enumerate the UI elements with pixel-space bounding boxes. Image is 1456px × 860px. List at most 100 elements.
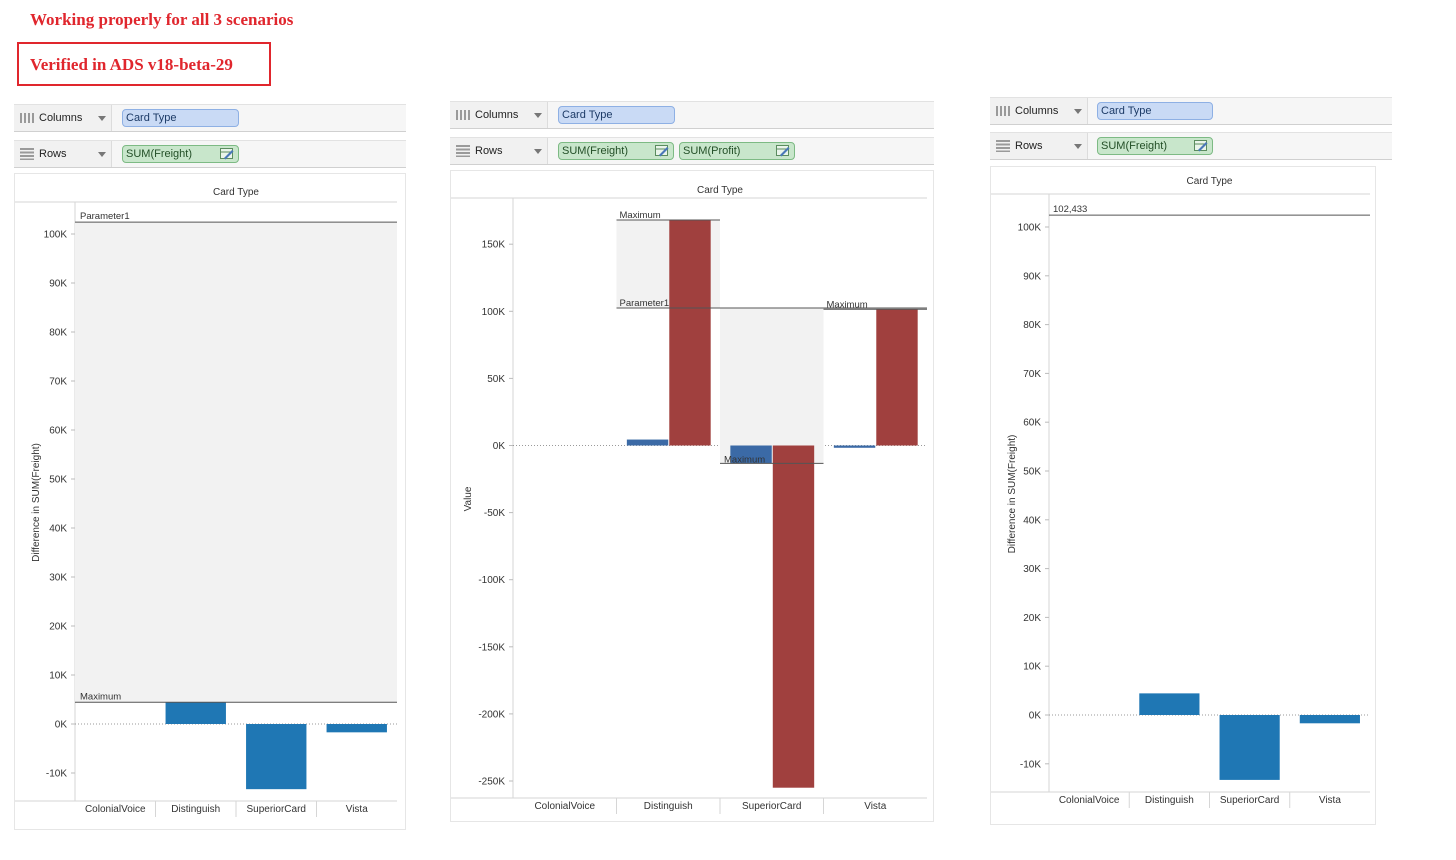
bar [246,724,307,790]
y-tick-label: 70K [1023,369,1041,380]
columns-shelf-label: Columns [450,102,548,128]
chevron-down-icon[interactable] [98,152,106,157]
category-label: Distinguish [644,801,693,812]
y-tick-label: 100K [44,230,68,241]
bar [669,220,711,446]
bar [1219,715,1280,780]
y-axis-label: Difference in SUM(Freight) [1007,435,1018,554]
pill-label: SUM(Freight) [562,145,629,157]
columns-icon [996,106,1010,116]
pill-sum-freight[interactable]: SUM(Freight) [122,145,239,163]
y-tick-label: 60K [49,426,67,437]
y-tick-label: -250K [478,777,505,788]
bar [876,309,918,446]
y-tick-label: 40K [49,524,67,535]
rows-shelf[interactable]: Rows SUM(Freight) [990,132,1392,160]
y-tick-label: 10K [49,671,67,682]
y-tick-label: -50K [484,508,505,519]
y-tick-label: 20K [49,622,67,633]
pill-label: SUM(Freight) [1101,140,1168,152]
reference-line-label: Parameter1 [620,298,670,309]
y-axis-label: Value [463,486,474,511]
y-tick-label: -100K [478,575,505,586]
chevron-down-icon[interactable] [1074,109,1082,114]
y-axis-label: Difference in SUM(Freight) [31,443,42,562]
rows-label: Rows [39,148,67,160]
chart-svg: Card Type Difference in SUM(Freight) -10K 0… [15,187,397,817]
rows-shelf[interactable]: Rows SUM(Freight) [14,140,406,168]
rows-label: Rows [475,145,503,157]
chart-title: Card Type [697,185,743,196]
rows-label: Rows [1015,140,1043,152]
y-tick-label: 90K [1023,271,1041,282]
y-tick-label: -200K [478,709,505,720]
y-tick-label: 0K [55,720,68,731]
pill-card-type[interactable]: Card Type [122,109,239,127]
rows-shelf-label: Rows [14,141,112,167]
columns-icon [20,113,34,123]
table-calc-icon [655,145,669,157]
category-label: Vista [864,801,886,812]
bar [772,445,815,788]
y-tick-label: 70K [49,377,67,388]
columns-shelf[interactable]: Columns Card Type [450,101,934,129]
chart-area: Card Type Value -250K -200K -150K -100K -50K 0K… [450,170,934,822]
columns-shelf[interactable]: Columns Card Type [14,104,406,132]
bar [326,724,387,733]
viz-panel-3: Columns Card Type Rows SUM(Freight) Card… [990,97,1392,825]
chart-svg: Card Type Value -250K -200K -150K -100K -50K 0K… [451,185,927,814]
rows-shelf[interactable]: Rows SUM(Freight) SUM(Profit) [450,137,934,165]
pill-card-type[interactable]: Card Type [1097,102,1213,120]
category-label: Distinguish [1145,795,1194,806]
category-label: ColonialVoice [85,804,146,815]
reference-band [720,308,824,464]
viz-panel-1: Columns Card Type Rows SUM(Freight) Card… [14,103,406,830]
rows-shelf-label: Rows [450,138,548,164]
category-label: Vista [346,804,368,815]
bar [1139,693,1200,715]
page-title: Working properly for all 3 scenarios [30,10,294,29]
y-tick-label: -10K [1020,759,1041,770]
rows-shelf-label: Rows [990,133,1088,159]
chart-area: Card Type Difference in SUM(Freight) -10K 0… [990,166,1376,825]
columns-icon [456,110,470,120]
columns-shelf-label: Columns [990,98,1088,124]
pill-sum-freight[interactable]: SUM(Freight) [1097,137,1213,155]
table-calc-icon [776,145,790,157]
pill-label: SUM(Profit) [683,145,741,157]
category-label: SuperiorCard [742,801,801,812]
columns-shelf-label: Columns [14,105,112,131]
pill-sum-profit[interactable]: SUM(Profit) [679,142,795,160]
reference-line-label: Maximum [620,210,661,221]
y-tick-label: 10K [1023,662,1041,673]
chevron-down-icon[interactable] [1074,144,1082,149]
verified-label: Verified in ADS v18-beta-29 [30,55,233,74]
y-tick-label: 20K [1023,613,1041,624]
bar [730,445,772,464]
y-tick-label: 50K [1023,467,1041,478]
chevron-down-icon[interactable] [534,149,542,154]
chevron-down-icon[interactable] [534,113,542,118]
bar [1299,715,1360,724]
category-label: Vista [1319,795,1341,806]
chart-title: Card Type [213,187,259,198]
pill-card-type[interactable]: Card Type [558,106,675,124]
category-label: ColonialVoice [1059,795,1120,806]
rows-icon [996,140,1010,152]
y-tick-label: 30K [49,573,67,584]
y-tick-label: 150K [482,240,506,251]
y-tick-label: 80K [1023,320,1041,331]
chart-area: Card Type Difference in SUM(Freight) -10K 0… [14,173,406,830]
reference-line-label: Maximum [80,691,121,702]
y-tick-label: 100K [1018,223,1042,234]
y-tick-label: 100K [482,307,506,318]
reference-line-label: Maximum [827,299,868,310]
chart-title: Card Type [1187,176,1233,187]
columns-shelf[interactable]: Columns Card Type [990,97,1392,125]
y-tick-label: 30K [1023,564,1041,575]
pill-sum-freight[interactable]: SUM(Freight) [558,142,674,160]
bar [165,702,226,724]
chevron-down-icon[interactable] [98,116,106,121]
reference-line-label: Maximum [724,454,765,465]
category-label: SuperiorCard [247,804,306,815]
